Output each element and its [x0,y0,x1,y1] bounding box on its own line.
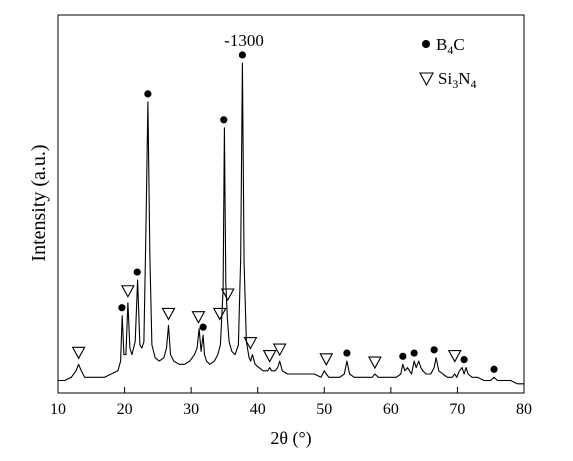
si3n4-marker-9 [319,353,334,366]
legend: B4C Si3N4 [419,35,476,91]
si3n4-marker-2 [161,307,176,321]
si3n4-marker-1 [120,285,135,298]
b4c-marker-8 [410,349,418,357]
si3n4-marker-4 [212,307,227,321]
x-tick-label-30: 30 [183,401,199,418]
x-tick-label-80: 80 [516,401,532,418]
legend-si3n4-marker [419,72,434,87]
b4c-marker-0 [118,304,126,312]
xrd-pattern-line [58,62,524,385]
si3n4-marker-3 [191,311,206,324]
si3n4-marker-7 [262,350,277,363]
si3n4-marker-6 [243,337,258,350]
legend-b4c-marker [422,40,430,48]
x-tick-label-20: 20 [117,401,133,418]
si3n4-marker-5 [220,288,235,302]
x-tick-label-50: 50 [316,401,332,418]
x-tick-label-10: 10 [50,401,66,418]
peak-annotation: -1300 [224,31,264,50]
b4c-marker-5 [238,51,247,59]
x-axis-ticks: 10 20 30 40 50 60 70 80 [50,387,532,418]
legend-b4c-label: B4C [436,35,465,57]
b4c-marker-4 [220,116,228,124]
b4c-marker-9 [430,346,438,354]
b4c-marker-11 [490,365,498,373]
b4c-marker-3 [199,323,207,331]
legend-si3n4-label: Si3N4 [438,69,476,91]
b4c-marker-7 [399,352,407,360]
x-tick-label-60: 60 [383,401,399,418]
x-axis-label: 2θ (°) [270,428,311,449]
x-tick-label-70: 70 [449,401,465,418]
si3n4-marker-0 [71,346,86,360]
y-axis-label: Intensity (a.u.) [28,144,50,261]
si3n4-marker-8 [272,343,287,357]
si3n4-marker-11 [447,350,462,363]
phase-markers [71,51,498,373]
b4c-marker-2 [144,90,152,98]
x-tick-label-40: 40 [250,401,266,418]
si3n4-marker-10 [367,356,382,370]
b4c-marker-10 [460,355,468,364]
b4c-marker-1 [133,268,141,276]
plot-frame [57,14,525,394]
b4c-marker-6 [343,349,351,357]
